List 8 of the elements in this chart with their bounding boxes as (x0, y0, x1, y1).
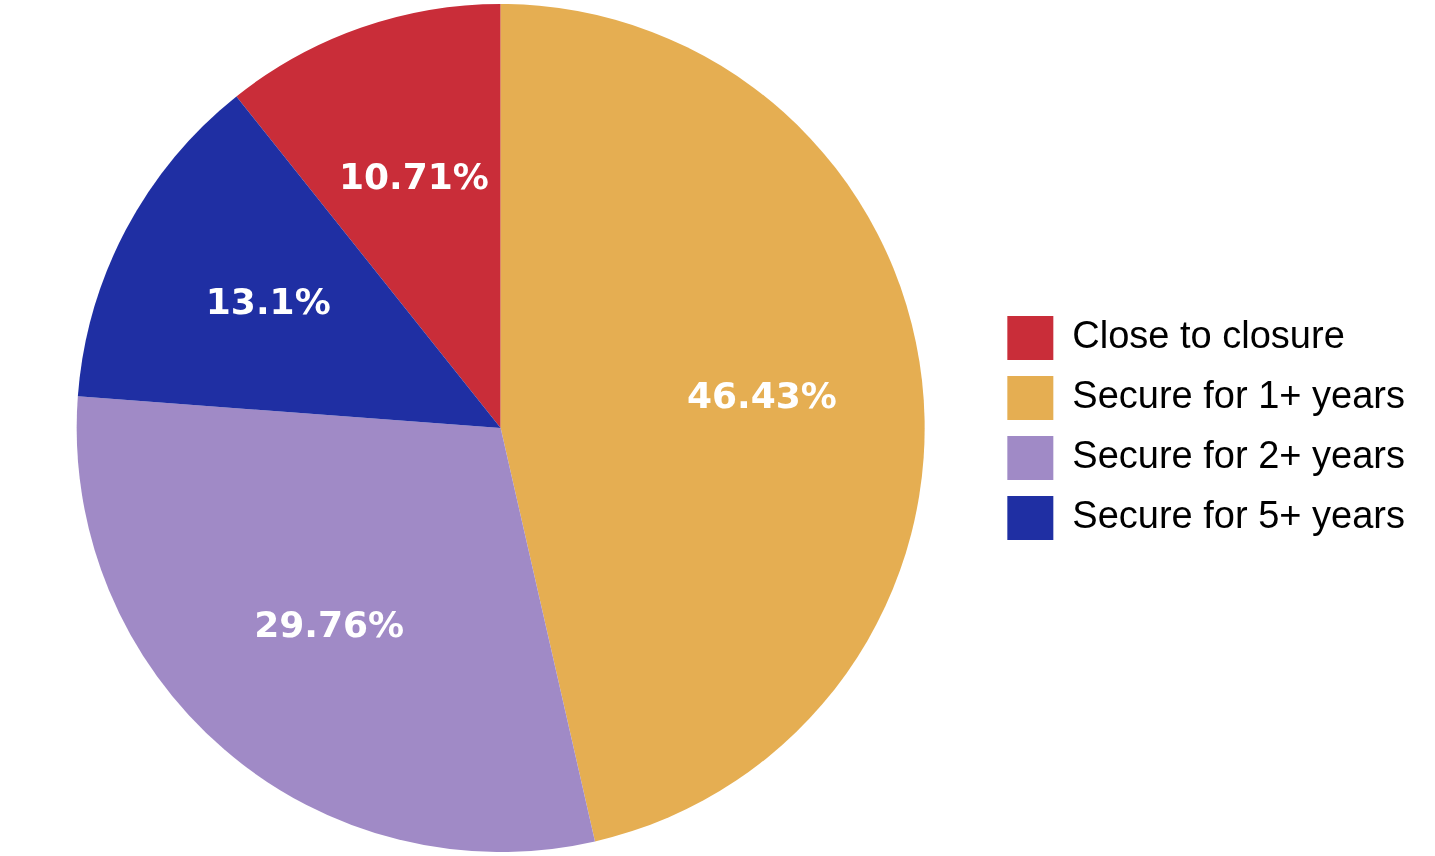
data-label: 29.76% (254, 603, 405, 645)
data-label: 46.43% (686, 374, 837, 416)
legend-label: Secure for 5+ years (1072, 494, 1405, 537)
data-label: 10.71% (338, 156, 489, 198)
legend-label: Secure for 2+ years (1072, 434, 1405, 477)
data-label: 13.1% (205, 281, 331, 323)
legend-label: Close to closure (1072, 314, 1345, 357)
legend-label: Secure for 1+ years (1072, 374, 1405, 417)
